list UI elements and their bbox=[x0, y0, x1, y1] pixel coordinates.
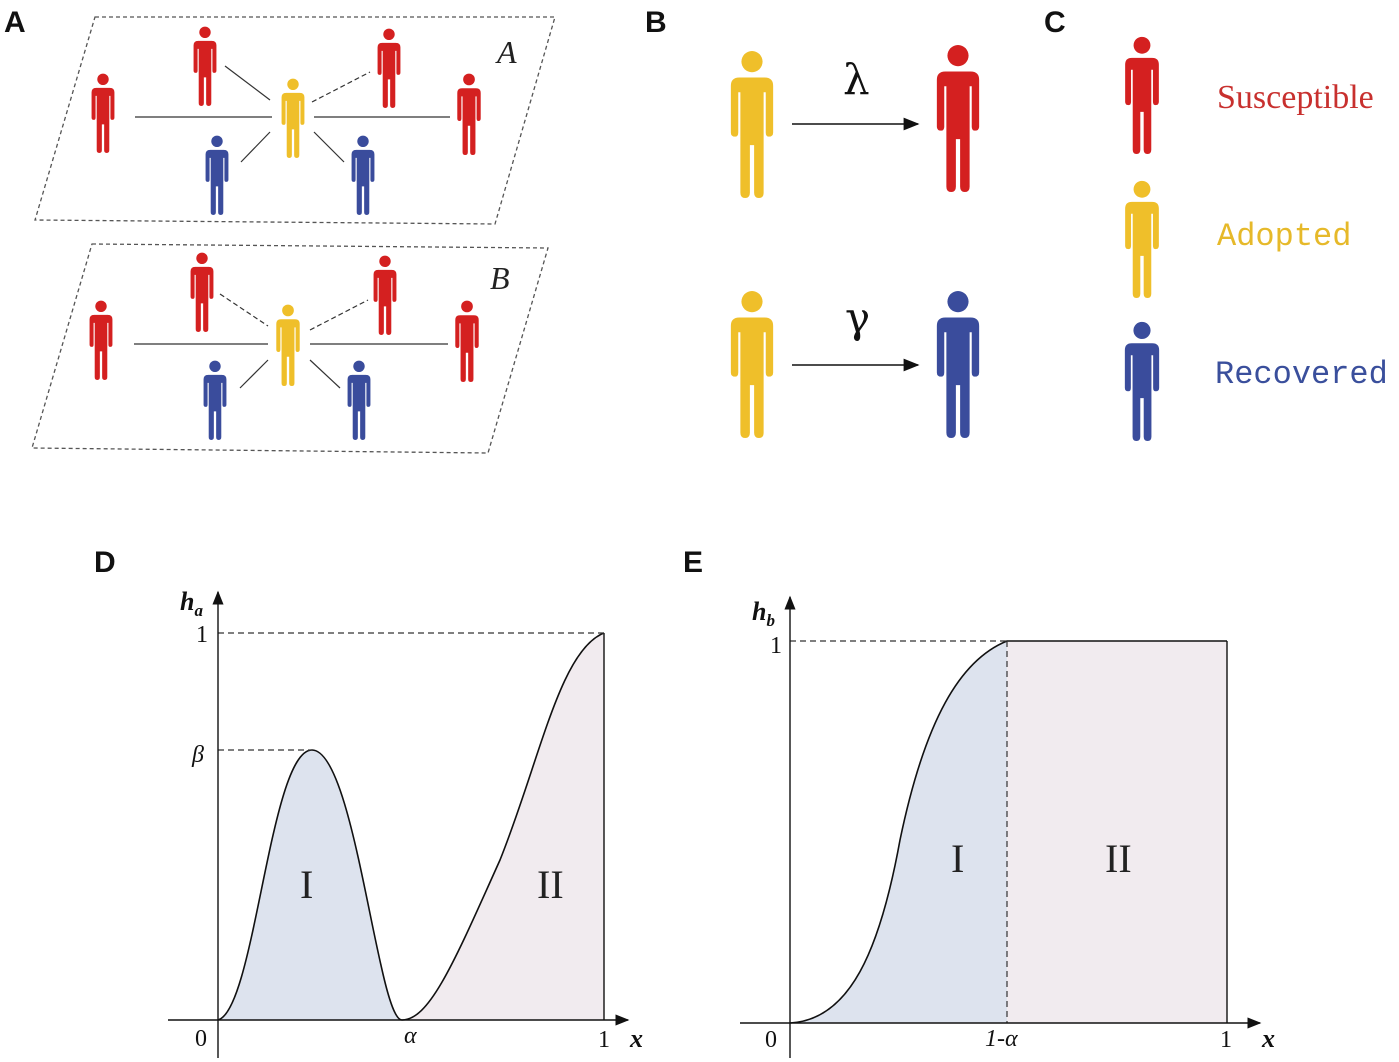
region-two-area bbox=[402, 633, 604, 1020]
panel-label-e: E bbox=[683, 546, 703, 579]
x-tick-one: 1 bbox=[598, 1027, 610, 1053]
panel-label-d: D bbox=[94, 546, 116, 579]
susceptible-person-icon bbox=[373, 255, 397, 335]
recovered-person-icon bbox=[205, 135, 229, 215]
recovered-person-icon bbox=[1124, 321, 1160, 441]
adopted-person-icon bbox=[281, 78, 305, 158]
legend-label-adopted: Adopted bbox=[1217, 218, 1351, 255]
susceptible-person-icon bbox=[455, 300, 479, 382]
region-one-label: I bbox=[951, 836, 964, 881]
recovered-person-icon bbox=[351, 135, 375, 215]
x-tick-mid: 1-α bbox=[985, 1026, 1018, 1052]
x-tick-alpha: α bbox=[404, 1023, 417, 1049]
rate-lambda: λ bbox=[843, 55, 870, 104]
panel-label-b: B bbox=[645, 6, 667, 39]
recovered-person-icon bbox=[203, 360, 227, 440]
panel-b: B λ γ bbox=[645, 6, 980, 438]
hb-curve bbox=[789, 640, 1227, 1024]
panel-e: E hb 1 0 1-α 1 x I II bbox=[683, 546, 1275, 1058]
rate-gamma: γ bbox=[845, 293, 870, 342]
x-axis-label: x bbox=[1261, 1024, 1275, 1053]
adopted-person-icon bbox=[276, 304, 300, 386]
y-axis-label: hb bbox=[752, 597, 775, 630]
adopted-person-icon bbox=[730, 291, 774, 438]
network-layer-top: A bbox=[34, 16, 556, 225]
legend: Susceptible Adopted Recovered bbox=[1124, 36, 1388, 441]
x-tick-origin: 0 bbox=[195, 1026, 207, 1052]
x-tick-one: 1 bbox=[1220, 1027, 1232, 1053]
adopted-person-icon bbox=[730, 51, 774, 198]
region-one-label: I bbox=[300, 862, 313, 907]
susceptible-person-icon bbox=[377, 28, 401, 108]
susceptible-person-icon bbox=[936, 45, 980, 192]
panel-c: C Susceptible Adopted Recovered bbox=[1044, 6, 1388, 441]
recovered-person-icon bbox=[347, 360, 371, 440]
x-axis-label: x bbox=[629, 1024, 643, 1053]
panel-label-a: A bbox=[4, 6, 26, 39]
layer-plane-top bbox=[34, 16, 556, 225]
ha-curve bbox=[217, 632, 605, 1021]
legend-label-susceptible: Susceptible bbox=[1217, 79, 1374, 116]
adopted-person-icon bbox=[1125, 180, 1159, 298]
susceptible-person-icon bbox=[190, 252, 214, 332]
region-two-label: II bbox=[537, 862, 564, 907]
layer-label-bottom: B bbox=[490, 260, 510, 296]
region-one-area bbox=[218, 750, 402, 1020]
y-tick-one: 1 bbox=[196, 622, 208, 648]
susceptible-person-icon bbox=[1125, 36, 1159, 154]
susceptible-person-icon bbox=[457, 73, 481, 155]
transition-adopted-to-susceptible: λ bbox=[730, 45, 980, 198]
region-one-area bbox=[790, 641, 1007, 1023]
susceptible-person-icon bbox=[91, 73, 115, 153]
legend-label-recovered: Recovered bbox=[1215, 356, 1388, 393]
network-edges-bottom bbox=[134, 293, 448, 389]
region-two-label: II bbox=[1105, 836, 1132, 881]
layer-label-top: A bbox=[495, 34, 517, 70]
graph-e: hb 1 0 1-α 1 x I II bbox=[740, 595, 1275, 1058]
network-edges-top bbox=[135, 65, 450, 163]
graph-d: ha 1 β 0 α 1 x I II bbox=[168, 587, 643, 1058]
panel-label-c: C bbox=[1044, 6, 1066, 39]
layer-plane-bottom bbox=[31, 243, 549, 454]
susceptible-person-icon bbox=[89, 300, 113, 380]
y-tick-one: 1 bbox=[770, 633, 782, 659]
recovered-person-icon bbox=[936, 291, 980, 438]
y-axis-label: ha bbox=[180, 587, 203, 620]
x-tick-origin: 0 bbox=[765, 1027, 777, 1053]
y-tick-beta: β bbox=[191, 742, 204, 768]
transition-adopted-to-recovered: γ bbox=[730, 291, 980, 438]
network-layer-bottom: B bbox=[31, 243, 549, 454]
region-two-area bbox=[1007, 641, 1227, 1023]
susceptible-person-icon bbox=[193, 26, 217, 106]
panel-d: D ha 1 β 0 α 1 x I II bbox=[94, 546, 643, 1058]
panel-a: A A B bbox=[4, 6, 556, 454]
